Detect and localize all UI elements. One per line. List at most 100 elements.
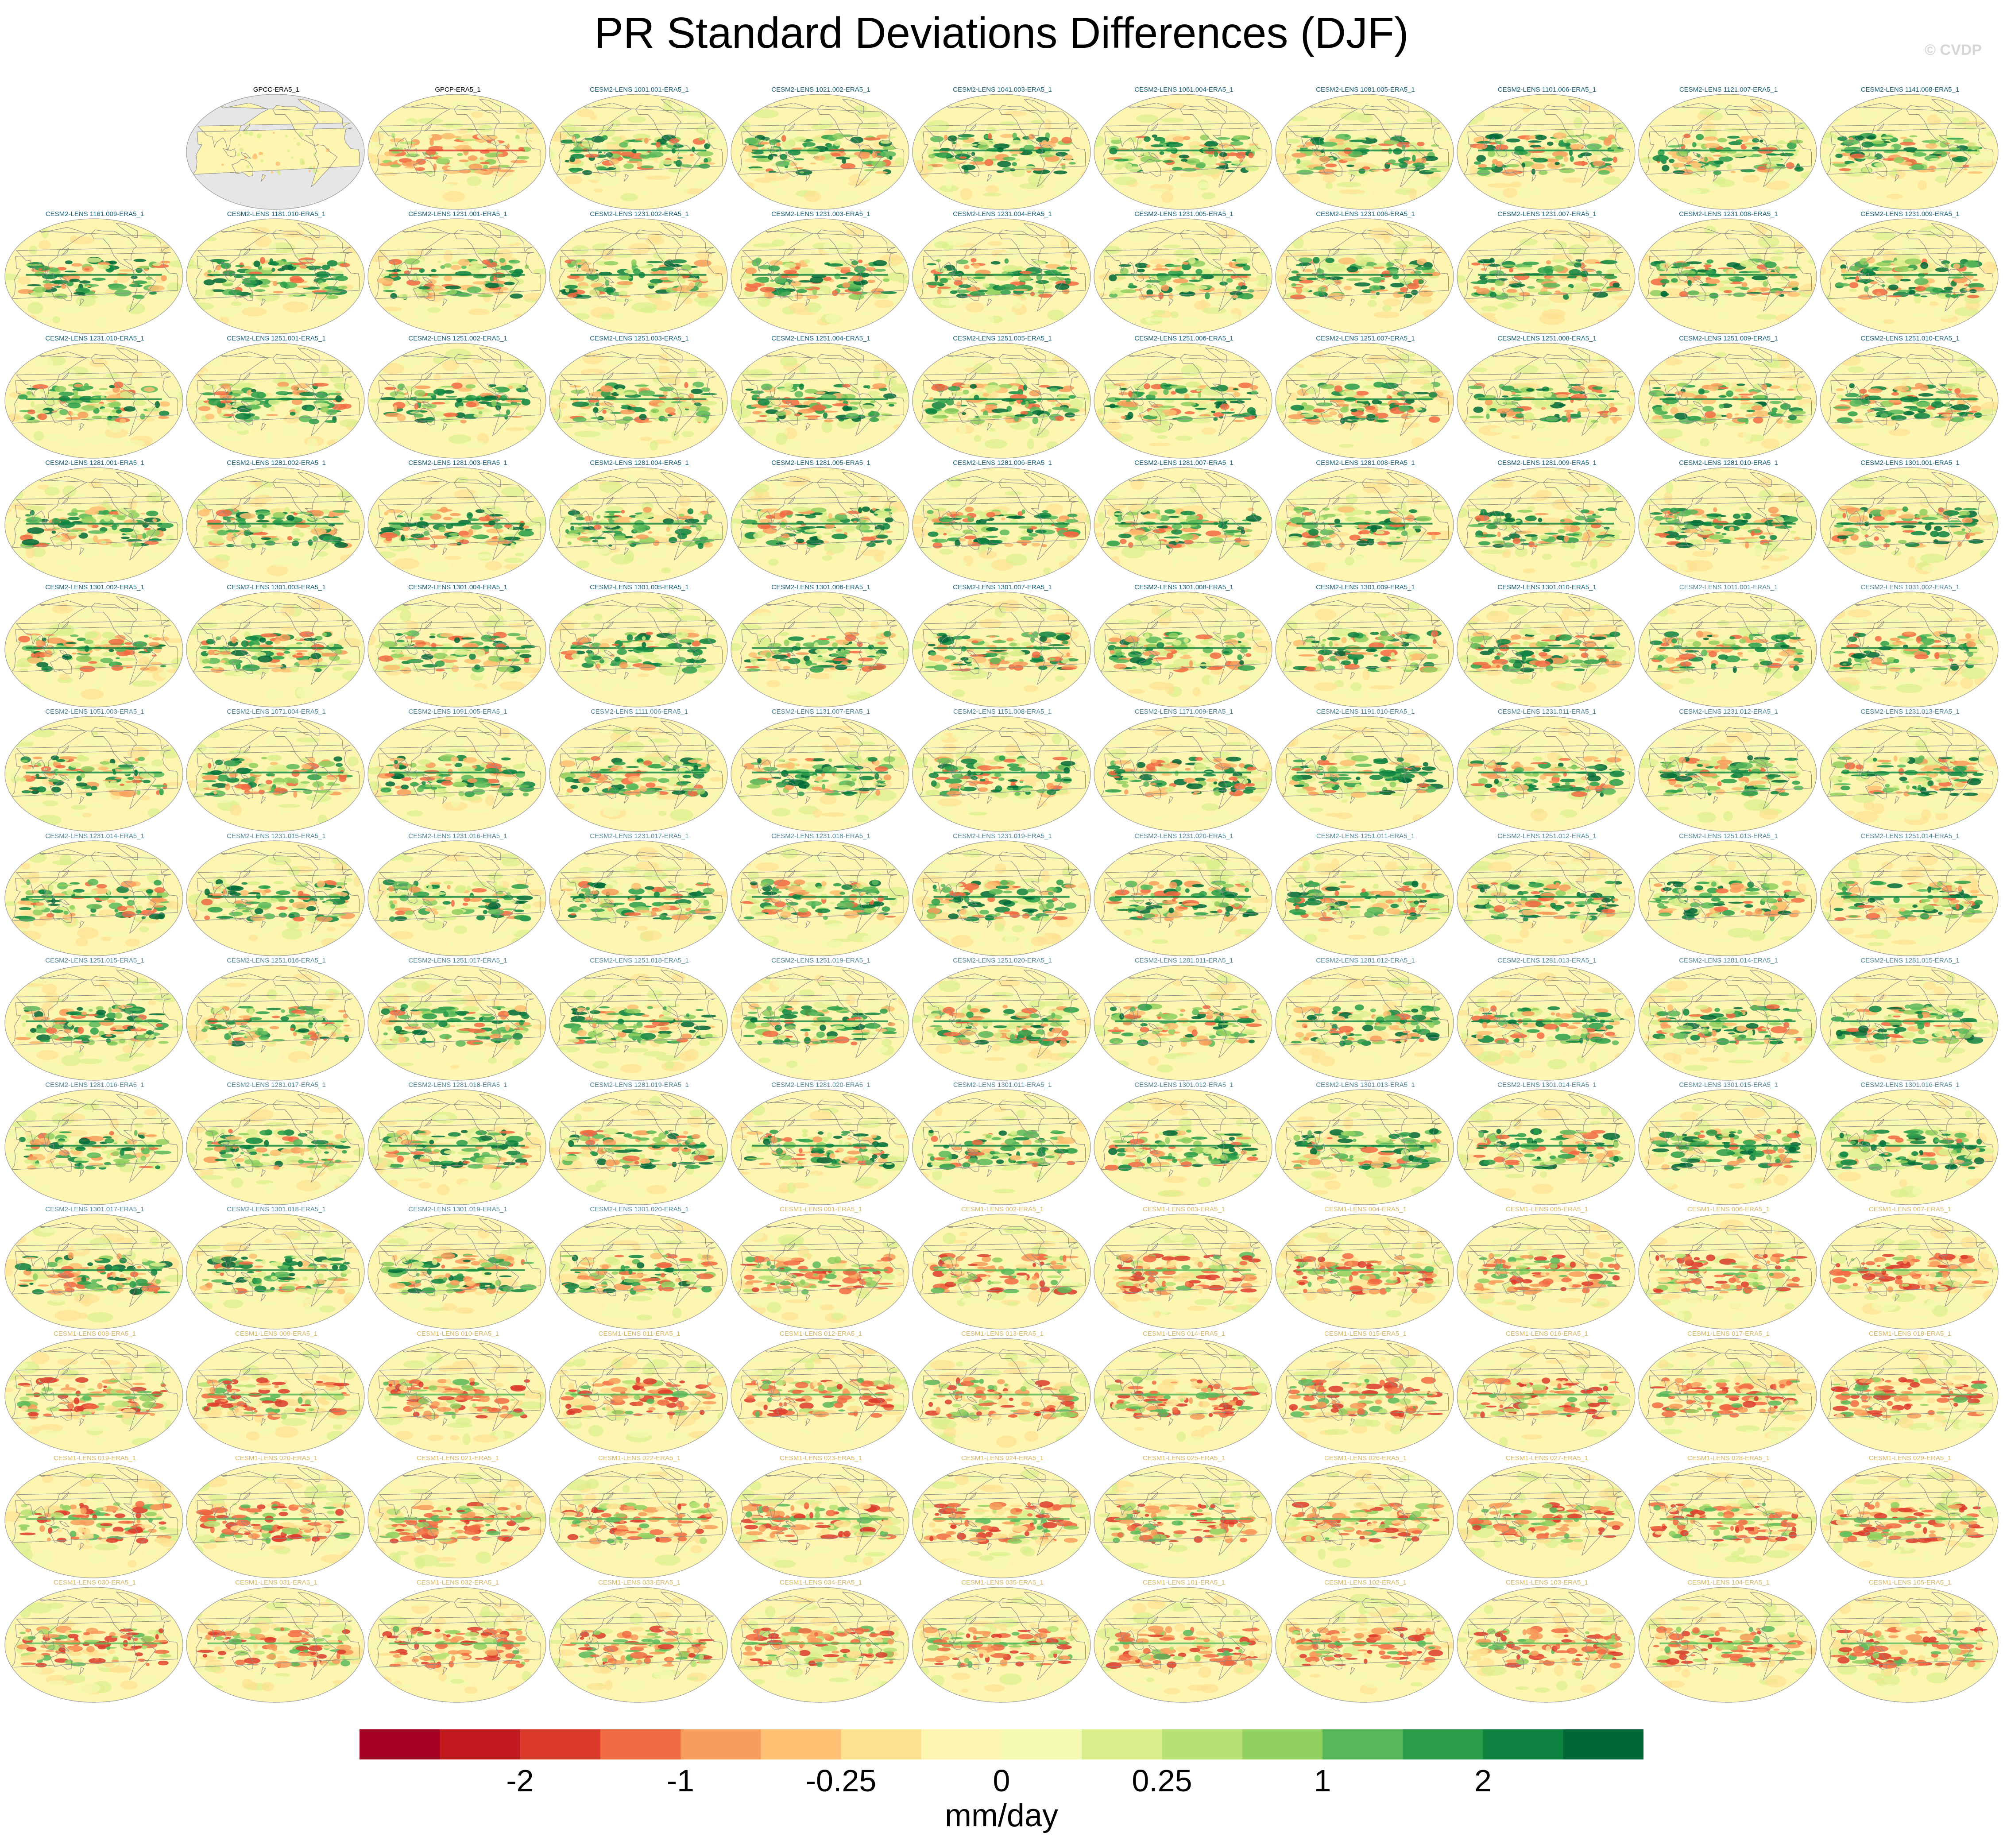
map-panel: CESM2-LENS 1121.007-ERA5_1 — [1638, 86, 1819, 211]
map-plot — [1638, 1214, 1817, 1330]
map-plot — [1638, 716, 1817, 832]
panel-title: CESM2-LENS 1251.018-ERA5_1 — [549, 957, 730, 965]
map-panel: CESM1-LENS 012-ERA5_1 — [731, 1330, 911, 1455]
map-plot — [4, 1338, 183, 1454]
map-panel: CESM2-LENS 1231.008-ERA5_1 — [1638, 210, 1819, 335]
colorbar-swatch — [1403, 1729, 1483, 1759]
panel-title: CESM1-LENS 024-ERA5_1 — [912, 1454, 1093, 1462]
units-label: mm/day — [0, 1796, 2003, 1836]
map-plot — [1094, 1089, 1272, 1205]
map-plot — [912, 1462, 1091, 1578]
panel-title: CESM2-LENS 1301.012-ERA5_1 — [1094, 1081, 1274, 1089]
map-panel: CESM1-LENS 101-ERA5_1 — [1094, 1579, 1274, 1704]
map-panel: CESM2-LENS 1251.001-ERA5_1 — [186, 335, 367, 460]
panel-title: CESM2-LENS 1251.010-ERA5_1 — [1820, 335, 2000, 343]
map-plot — [1094, 218, 1272, 334]
colorbar-tick-label: 0.25 — [1132, 1762, 1192, 1799]
colorbar-tick-label: 2 — [1474, 1762, 1492, 1799]
panel-title: CESM2-LENS 1281.014-ERA5_1 — [1638, 957, 1819, 965]
panel-title: CESM2-LENS 1031.002-ERA5_1 — [1820, 584, 2000, 592]
map-plot — [1275, 1338, 1454, 1454]
panel-title: CESM2-LENS 1281.012-ERA5_1 — [1275, 957, 1456, 965]
map-panel: CESM2-LENS 1031.002-ERA5_1 — [1820, 584, 2000, 708]
map-panel: CESM2-LENS 1251.015-ERA5_1 — [4, 957, 185, 1082]
colorbar-swatch — [1162, 1729, 1243, 1759]
map-panel: CESM1-LENS 020-ERA5_1 — [186, 1454, 367, 1579]
map-panel: CESM2-LENS 1251.017-ERA5_1 — [367, 957, 548, 1082]
map-panel: CESM1-LENS 017-ERA5_1 — [1638, 1330, 1819, 1455]
map-plot — [912, 94, 1091, 210]
panel-title: CESM2-LENS 1301.004-ERA5_1 — [367, 584, 548, 592]
panel-title: CESM1-LENS 028-ERA5_1 — [1638, 1454, 1819, 1462]
map-panel: CESM2-LENS 1301.003-ERA5_1 — [186, 584, 367, 708]
map-plot — [1094, 343, 1272, 459]
panel-title: CESM1-LENS 010-ERA5_1 — [367, 1330, 548, 1338]
panel-title: CESM2-LENS 1301.007-ERA5_1 — [912, 584, 1093, 592]
panel-title: CESM1-LENS 103-ERA5_1 — [1457, 1579, 1637, 1587]
map-plot — [1275, 716, 1454, 832]
panel-title: CESM2-LENS 1251.005-ERA5_1 — [912, 335, 1093, 343]
map-panel: CESM1-LENS 102-ERA5_1 — [1275, 1579, 1456, 1704]
map-panel: CESM1-LENS 024-ERA5_1 — [912, 1454, 1093, 1579]
map-plot — [1094, 592, 1272, 707]
map-plot — [912, 716, 1091, 832]
map-panel: CESM1-LENS 022-ERA5_1 — [549, 1454, 730, 1579]
map-plot — [912, 840, 1091, 956]
colorbar-tick-label: -2 — [506, 1762, 534, 1799]
panel-title: CESM2-LENS 1231.017-ERA5_1 — [549, 832, 730, 840]
colorbar-swatch — [360, 1729, 440, 1759]
colorbar-tick-label: -0.25 — [806, 1762, 877, 1799]
map-panel: CESM2-LENS 1281.020-ERA5_1 — [731, 1081, 911, 1206]
map-panel: CESM2-LENS 1251.004-ERA5_1 — [731, 335, 911, 460]
map-panel: GPCC-ERA5_1 — [186, 86, 367, 211]
map-panel: CESM2-LENS 1231.001-ERA5_1 — [367, 210, 548, 335]
panel-title: CESM2-LENS 1231.019-ERA5_1 — [912, 832, 1093, 840]
map-plot — [731, 1214, 909, 1330]
map-panel: CESM2-LENS 1001.001-ERA5_1 — [549, 86, 730, 211]
panel-title: CESM2-LENS 1251.001-ERA5_1 — [186, 335, 367, 343]
panel-title: CESM1-LENS 014-ERA5_1 — [1094, 1330, 1274, 1338]
panel-title: CESM1-LENS 031-ERA5_1 — [186, 1579, 367, 1587]
map-panel: CESM1-LENS 013-ERA5_1 — [912, 1330, 1093, 1455]
panel-title: CESM2-LENS 1051.003-ERA5_1 — [4, 708, 185, 716]
panel-title: CESM2-LENS 1111.006-ERA5_1 — [549, 708, 730, 716]
map-plot — [367, 1587, 546, 1703]
map-plot — [1275, 965, 1454, 1081]
map-panel: CESM2-LENS 1301.002-ERA5_1 — [4, 584, 185, 708]
colorbar-swatch — [681, 1729, 761, 1759]
panel-title: CESM2-LENS 1231.005-ERA5_1 — [1094, 210, 1274, 218]
map-panel: CESM2-LENS 1231.006-ERA5_1 — [1275, 210, 1456, 335]
panel-title: CESM1-LENS 035-ERA5_1 — [912, 1579, 1093, 1587]
map-plot — [912, 343, 1091, 459]
panel-title: CESM1-LENS 105-ERA5_1 — [1820, 1579, 2000, 1587]
map-plot — [186, 1462, 365, 1578]
map-plot — [549, 716, 728, 832]
map-plot — [1638, 1089, 1817, 1205]
panel-title: CESM2-LENS 1251.006-ERA5_1 — [1094, 335, 1274, 343]
panel-title: CESM1-LENS 027-ERA5_1 — [1457, 1454, 1637, 1462]
panel-title: CESM1-LENS 009-ERA5_1 — [186, 1330, 367, 1338]
panel-title: CESM1-LENS 029-ERA5_1 — [1820, 1454, 2000, 1462]
map-panel: CESM2-LENS 1301.012-ERA5_1 — [1094, 1081, 1274, 1206]
panel-title: CESM2-LENS 1281.008-ERA5_1 — [1275, 459, 1456, 467]
map-plot — [912, 592, 1091, 707]
panel-title: CESM1-LENS 026-ERA5_1 — [1275, 1454, 1456, 1462]
map-plot — [731, 1462, 909, 1578]
map-panel: CESM2-LENS 1251.003-ERA5_1 — [549, 335, 730, 460]
map-plot — [731, 218, 909, 334]
panel-title: CESM2-LENS 1301.016-ERA5_1 — [1820, 1081, 2000, 1089]
map-panel: CESM2-LENS 1281.010-ERA5_1 — [1638, 459, 1819, 584]
panel-title: CESM2-LENS 1281.003-ERA5_1 — [367, 459, 548, 467]
panel-title: CESM2-LENS 1231.013-ERA5_1 — [1820, 708, 2000, 716]
map-plot — [731, 716, 909, 832]
map-panel: CESM2-LENS 1141.008-ERA5_1 — [1820, 86, 2000, 211]
map-plot — [1820, 840, 1999, 956]
map-panel: CESM1-LENS 104-ERA5_1 — [1638, 1579, 1819, 1704]
map-plot — [1820, 716, 1999, 832]
panel-title: CESM2-LENS 1301.019-ERA5_1 — [367, 1206, 548, 1214]
colorbar-swatch — [1002, 1729, 1082, 1759]
map-plot — [4, 965, 183, 1081]
map-panel: CESM2-LENS 1301.013-ERA5_1 — [1275, 1081, 1456, 1206]
panel-title: CESM2-LENS 1251.017-ERA5_1 — [367, 957, 548, 965]
map-panel: CESM2-LENS 1301.018-ERA5_1 — [186, 1206, 367, 1330]
